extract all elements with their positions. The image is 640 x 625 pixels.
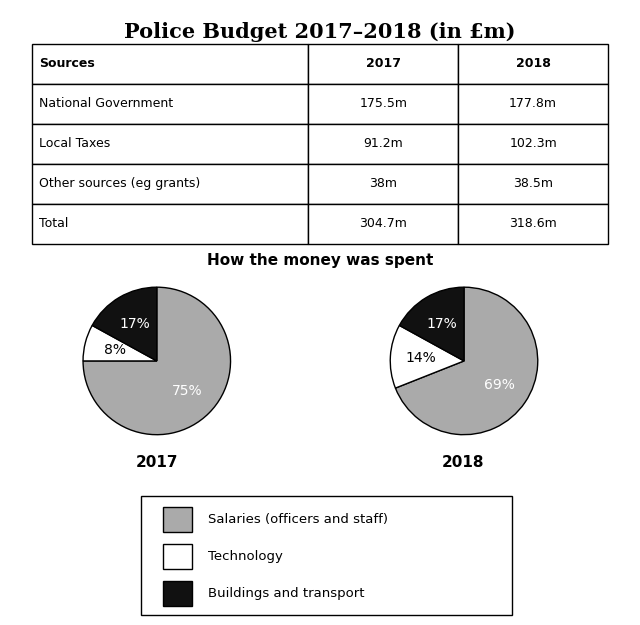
Text: 177.8m: 177.8m [509, 98, 557, 110]
Text: Sources: Sources [39, 58, 95, 71]
Text: 2018: 2018 [442, 455, 484, 470]
Bar [458, 44, 608, 84]
Bar [458, 204, 608, 244]
Text: 38m: 38m [369, 177, 397, 190]
Text: Technology: Technology [208, 550, 283, 562]
Bar [32, 84, 308, 124]
Text: 2018: 2018 [516, 58, 550, 71]
Text: National Government: National Government [39, 98, 173, 110]
Bar [458, 164, 608, 204]
Text: 69%: 69% [484, 378, 515, 392]
Wedge shape [396, 288, 538, 434]
Wedge shape [390, 326, 464, 388]
Text: 2017: 2017 [366, 58, 401, 71]
Text: Other sources (eg grants): Other sources (eg grants) [39, 177, 200, 190]
Bar [308, 44, 458, 84]
Text: 102.3m: 102.3m [509, 138, 557, 150]
Bar [163, 544, 192, 569]
Text: Local Taxes: Local Taxes [39, 138, 110, 150]
Text: How the money was spent: How the money was spent [207, 253, 433, 268]
Bar [141, 496, 512, 616]
Wedge shape [399, 288, 464, 361]
Bar [32, 164, 308, 204]
Wedge shape [83, 288, 230, 434]
Bar [458, 84, 608, 124]
Text: 17%: 17% [427, 317, 458, 331]
Bar [308, 84, 458, 124]
Bar [308, 164, 458, 204]
Text: 8%: 8% [104, 343, 126, 357]
Text: 2017: 2017 [136, 455, 178, 470]
Text: 38.5m: 38.5m [513, 177, 553, 190]
Bar [163, 581, 192, 606]
Text: 318.6m: 318.6m [509, 217, 557, 230]
Bar [163, 507, 192, 531]
Text: 14%: 14% [406, 351, 436, 365]
Text: 17%: 17% [120, 317, 150, 331]
Text: 175.5m: 175.5m [360, 98, 408, 110]
Text: Salaries (officers and staff): Salaries (officers and staff) [208, 512, 388, 526]
Text: Buildings and transport: Buildings and transport [208, 587, 365, 600]
Text: 304.7m: 304.7m [360, 217, 407, 230]
Text: 75%: 75% [172, 384, 202, 398]
Wedge shape [83, 326, 157, 361]
Bar [32, 124, 308, 164]
Text: 91.2m: 91.2m [364, 138, 403, 150]
Bar [32, 44, 308, 84]
Wedge shape [92, 288, 157, 361]
Bar [308, 124, 458, 164]
Bar [32, 204, 308, 244]
Text: Police Budget 2017–2018 (in £m): Police Budget 2017–2018 (in £m) [124, 22, 516, 42]
Bar [308, 204, 458, 244]
Text: Total: Total [39, 217, 68, 230]
Bar [458, 124, 608, 164]
